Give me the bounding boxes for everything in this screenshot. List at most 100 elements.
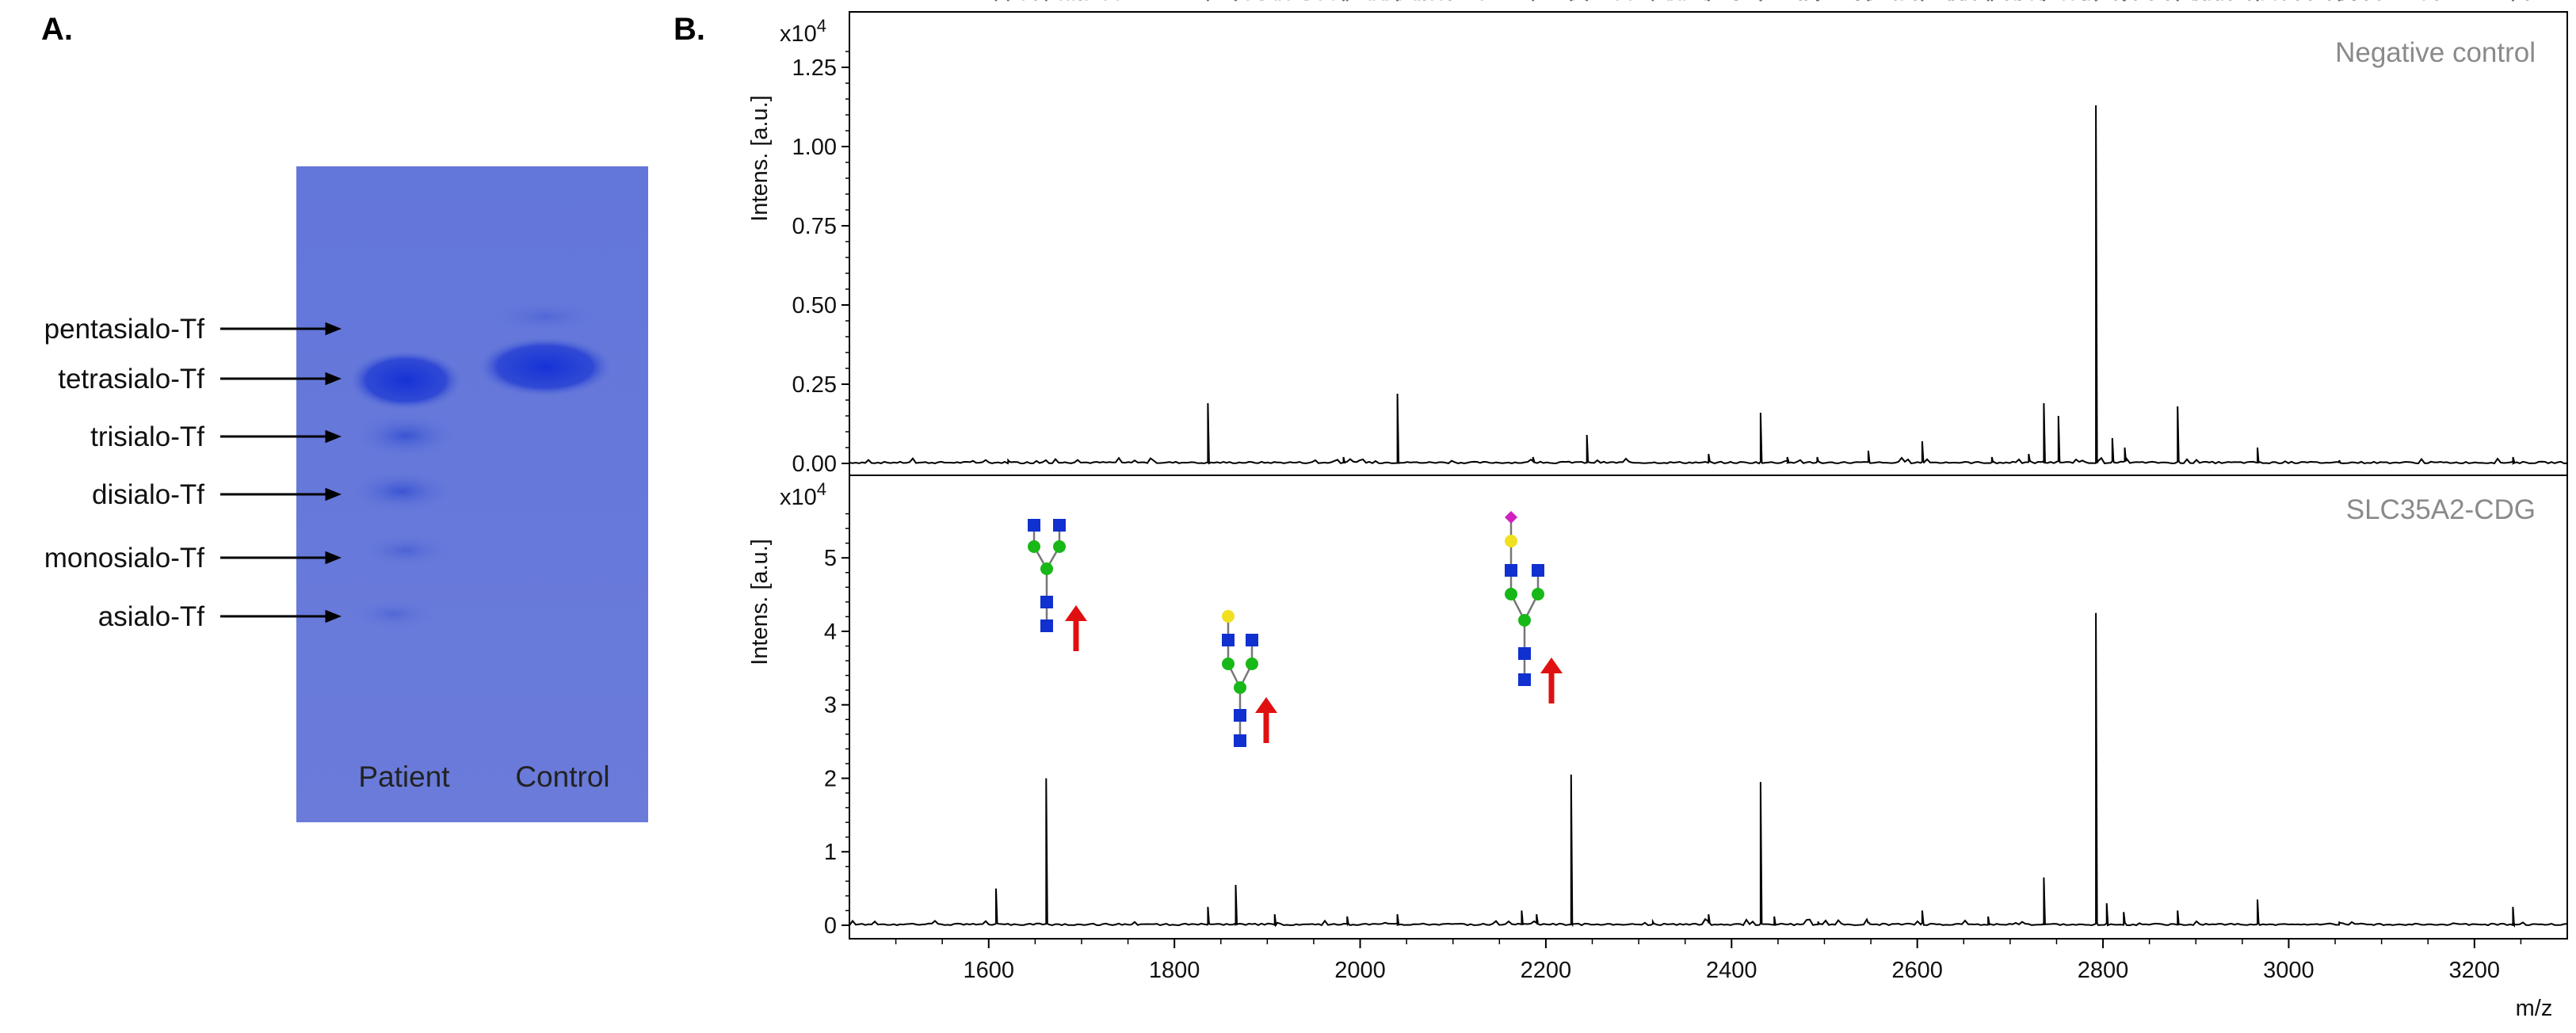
- band-trisialo-patient: [355, 414, 456, 458]
- peak-label: 2966.389: [2265, 0, 2361, 6]
- glcnac-square: [1532, 564, 1544, 577]
- peak-label: 2431.246: [1769, 0, 1864, 6]
- sialic-acid-diamond: [1505, 511, 1517, 524]
- glcnac-square: [1505, 564, 1517, 577]
- peak-marker: [1990, 0, 1994, 2]
- y-tick-label: 0.75: [792, 214, 837, 239]
- y-tick-label: 0: [824, 913, 837, 939]
- x-tick-label: 1800: [1149, 958, 1200, 983]
- y-tick-label: 4: [824, 619, 837, 645]
- x-tick-label: 3000: [2263, 958, 2315, 983]
- peak-marker: [1586, 0, 1589, 2]
- panel-b-label: B.: [674, 12, 705, 47]
- peak-label: 2680.329: [2000, 0, 2096, 6]
- glcnac-square: [1040, 596, 1053, 608]
- peak-marker: [1986, 0, 1990, 2]
- y-tick-label: 2: [824, 766, 837, 791]
- y-tick-label: 1.25: [792, 55, 837, 81]
- peak-label: 2244.186: [1595, 0, 1691, 6]
- x-tick-label: 2600: [1891, 958, 1943, 983]
- peak-label: 2736.321: [2051, 0, 2147, 6]
- band-pentasialo-control: [490, 301, 601, 333]
- y-tick-label: 0.25: [792, 372, 837, 398]
- peak-marker: [1206, 0, 1209, 2]
- peak-label: 2966.389: [2265, 0, 2361, 6]
- peak-label: 2822.324: [2131, 0, 2227, 6]
- increase-arrow-head: [1065, 605, 1087, 621]
- peak-label: 2186.200: [1541, 0, 1637, 6]
- glcnac-square: [1028, 519, 1040, 532]
- peak-marker: [2122, 0, 2125, 2]
- patient-lane: [349, 350, 463, 628]
- peak-marker: [1570, 0, 1573, 2]
- peak-label: 1661.922: [1054, 0, 1150, 6]
- y-tick-label: 0.50: [792, 293, 837, 318]
- x-tick-label: 2400: [1706, 958, 1757, 983]
- peak-label: 1836.028: [1215, 0, 1311, 6]
- peak-label: 2792.342: [2104, 0, 2200, 6]
- band-disialo-patient: [349, 471, 454, 512]
- spectrum-title-slc35a2: SLC35A2-CDG: [2346, 494, 2536, 525]
- band-label-trisialo: trisialo-Tf: [90, 421, 204, 452]
- peak-label: 2493.213: [1826, 0, 1922, 6]
- peak-label: 2375.245: [1716, 0, 1812, 6]
- y-tick-label: 3: [824, 693, 837, 719]
- peak-label: 3054.448: [2347, 0, 2443, 6]
- peak-marker: [2176, 0, 2179, 2]
- control-lane: [477, 301, 613, 397]
- peak-label: 2880.374: [2185, 0, 2281, 6]
- glcnac-square: [1234, 734, 1246, 747]
- peak-label: 2792.349: [2104, 0, 2200, 6]
- x-tick-label: 2200: [1521, 958, 1572, 983]
- spectrum-negative-control: Negative control Intens. [a.u.] x104 0.0…: [747, 0, 2576, 477]
- peak-label: 1982.075: [1352, 0, 1448, 6]
- hexose-circle: [1234, 681, 1246, 694]
- peak-marker: [2094, 0, 2097, 2]
- x-axis: 1600 1800 2000 2200 2400 2600 2800 3000 3200: [895, 939, 2522, 983]
- y-scale-bottom: x104: [780, 479, 826, 510]
- peak-label: 2227.178: [1579, 0, 1675, 6]
- peak-marker: [1044, 0, 1048, 2]
- peak-label: 2375.218: [1716, 0, 1812, 6]
- band-monosialo-patient: [361, 535, 450, 566]
- lane-label-control: Control: [515, 760, 609, 793]
- glcnac-square: [1246, 634, 1258, 646]
- spectra-frame: [849, 11, 2568, 940]
- x-tick-label: 2000: [1334, 958, 1386, 983]
- band-tetrasialo-patient: [349, 350, 463, 410]
- increase-arrow-head: [1255, 697, 1277, 713]
- glycan-annotations: [1028, 511, 1563, 747]
- panel-a-label: A.: [41, 12, 73, 47]
- lane-label-patient: Patient: [358, 760, 450, 793]
- glcnac-square: [1518, 673, 1531, 686]
- peak-marker: [1651, 0, 1654, 2]
- spectrum-slc35a2-cdg: SLC35A2-CDG Intens. [a.u.] x104 0 1 2 3 4 5 1…: [747, 0, 2576, 939]
- peak-label: 2315.194: [1661, 0, 1757, 6]
- peak-labels-bottom: 1607.8811661.922 1866.035 1986.0672040.107…: [994, 0, 2576, 6]
- hexose-circle: [1505, 535, 1517, 547]
- peak-label: 2547.254: [1876, 0, 1972, 6]
- x-tick-label: 2800: [2078, 958, 2129, 983]
- peak-label: 3054.406: [2347, 0, 2443, 6]
- gel-image: [296, 166, 648, 822]
- band-label-asialo: asialo-Tf: [98, 601, 204, 632]
- x-tick-label: 3200: [2449, 958, 2501, 983]
- peak-marker: [1817, 0, 1820, 2]
- peak-marker: [1235, 0, 1238, 2]
- peak-label: 2736.324: [2051, 0, 2147, 6]
- y-tick-label: 0.00: [792, 452, 837, 477]
- peak-marker: [1921, 0, 1924, 2]
- peak-marker: [994, 0, 998, 2]
- x-tick-label: 1600: [964, 958, 1015, 983]
- peak-label: 2605.286: [1930, 0, 2026, 6]
- peak-label: 3241.479: [2521, 0, 2576, 6]
- glcnac-square: [1053, 519, 1066, 532]
- peak-label: 1866.035: [1244, 0, 1340, 6]
- band-label-tetrasialo: tetrasialo-Tf: [58, 364, 204, 395]
- y-tick-label: 5: [824, 546, 837, 571]
- hexose-circle: [1518, 614, 1531, 627]
- peak-label: 1986.067: [1355, 0, 1451, 6]
- trace-slc35a2-cdg: [849, 612, 2568, 928]
- hexose-circle: [1222, 610, 1235, 623]
